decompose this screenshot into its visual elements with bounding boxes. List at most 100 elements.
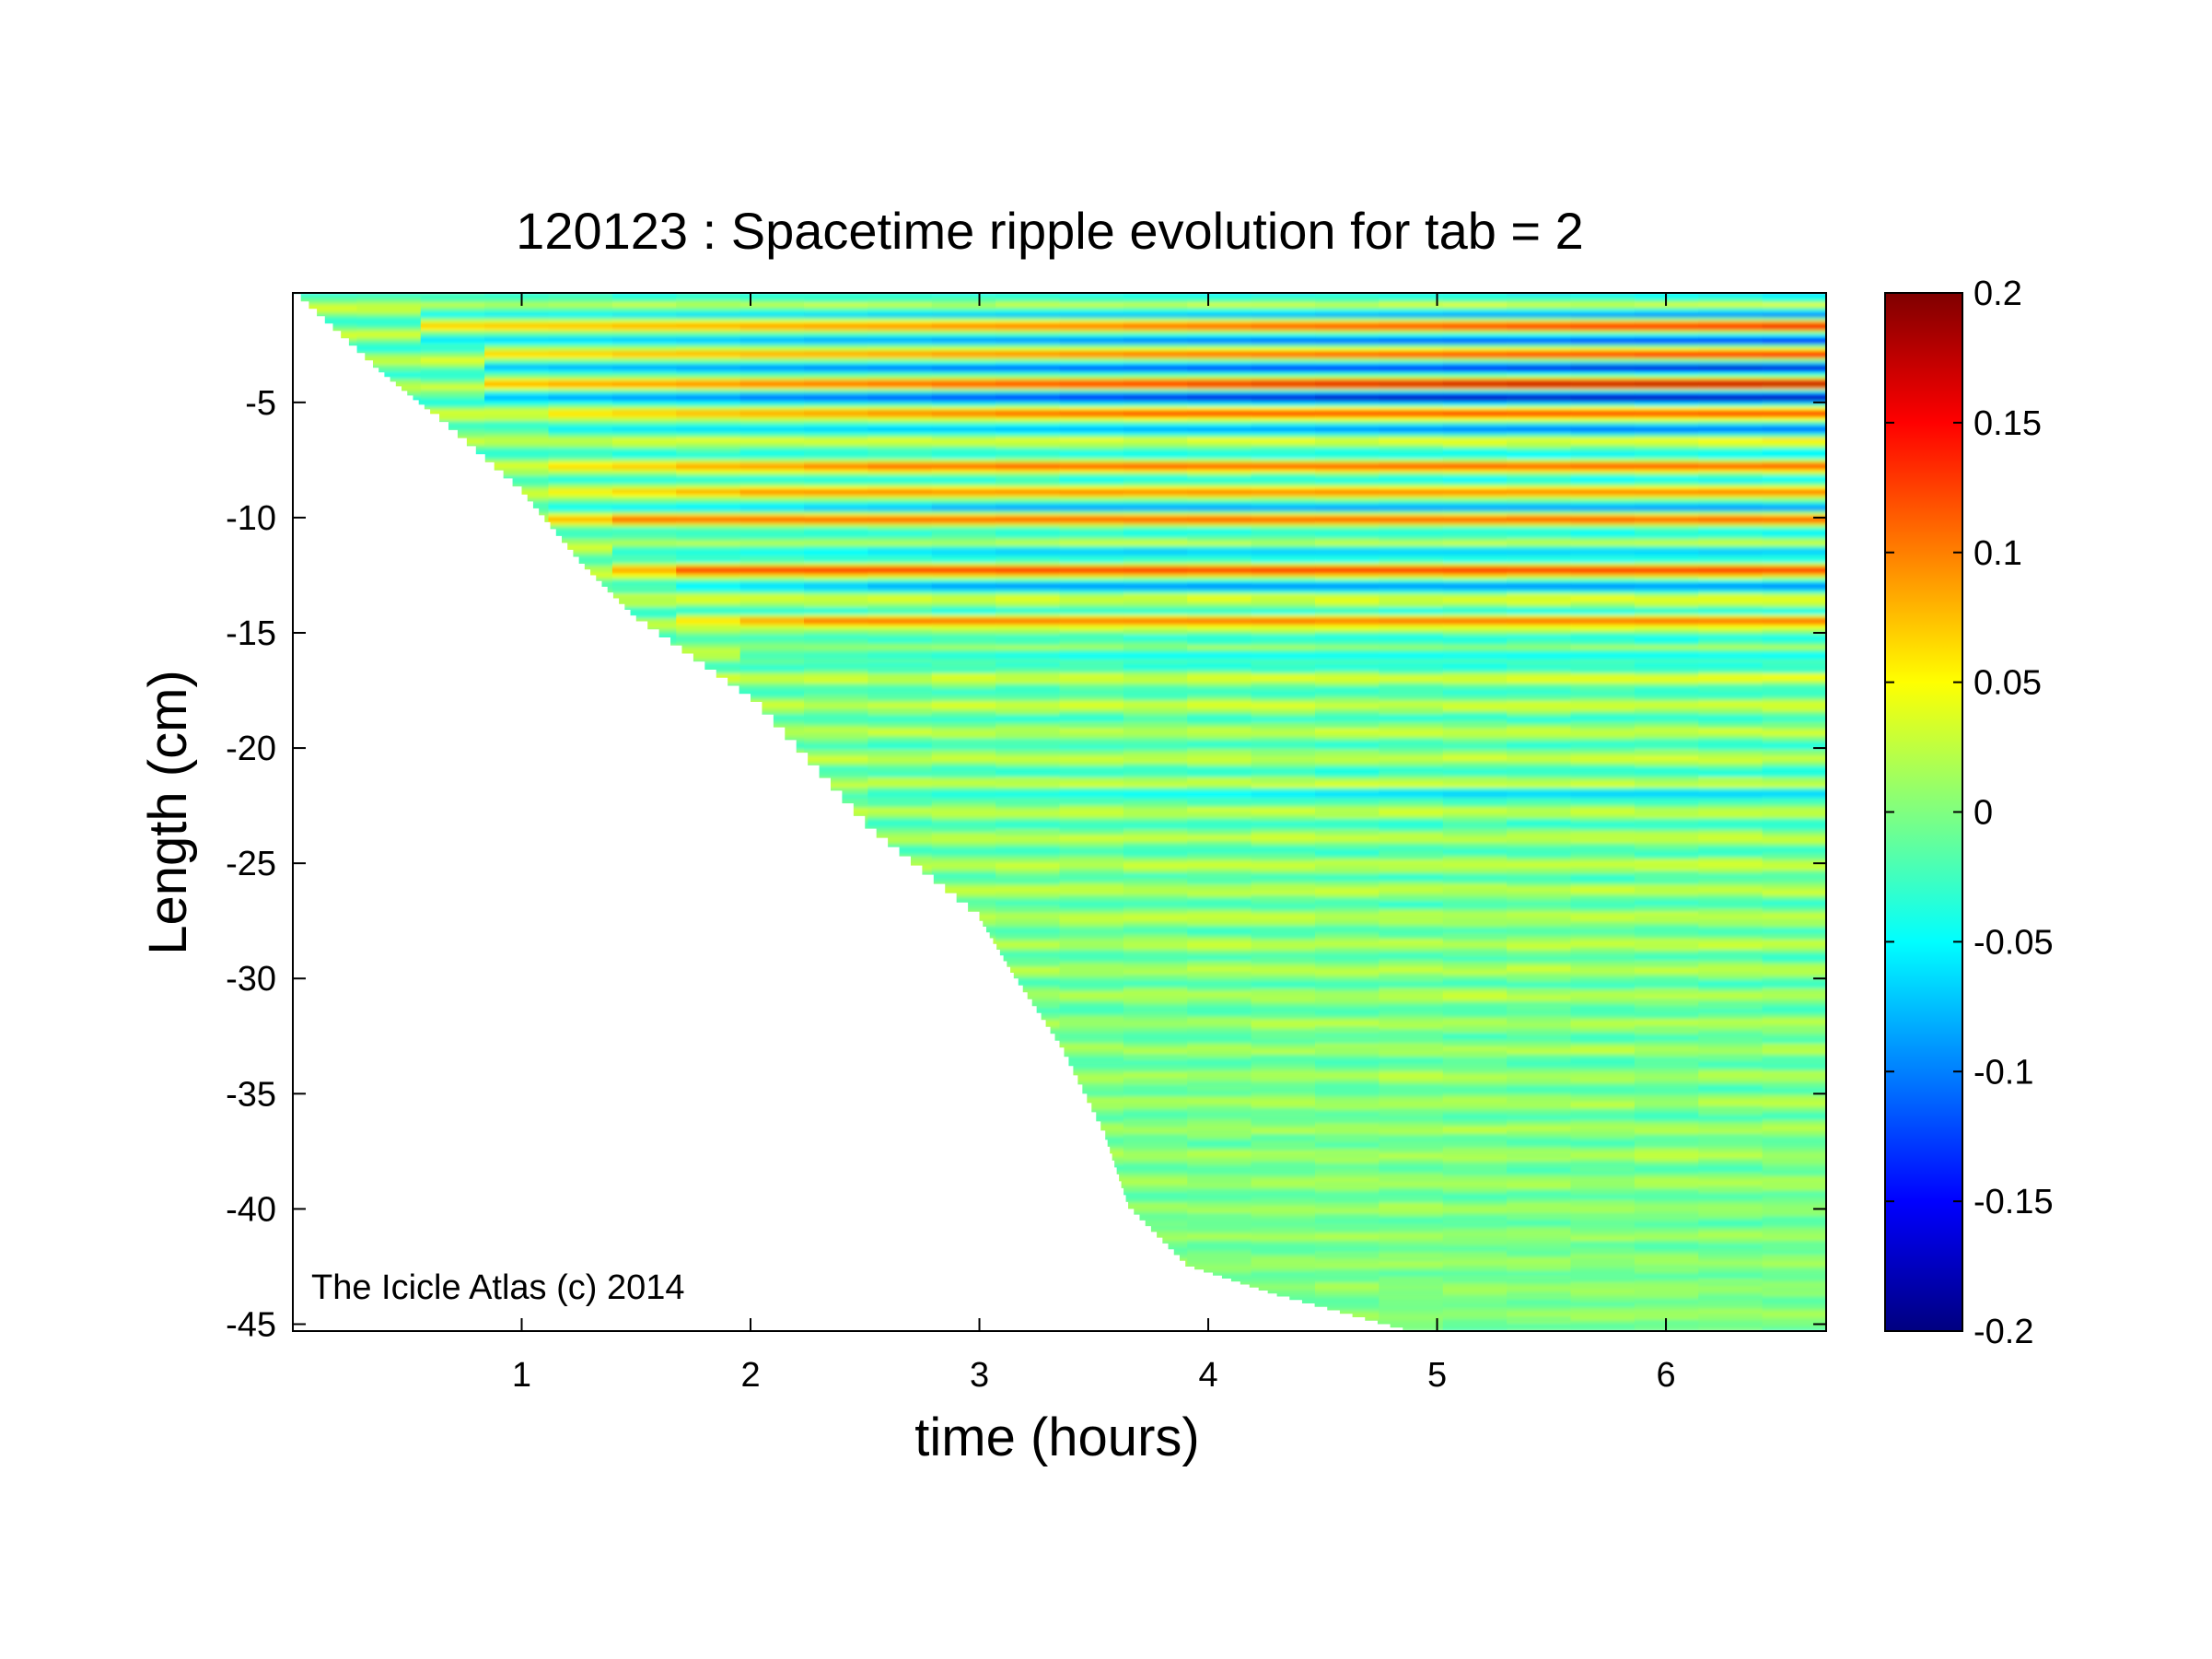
heatmap-cell — [867, 306, 933, 311]
heatmap-cell — [1762, 583, 1826, 588]
heatmap-cell — [1059, 984, 1124, 989]
heatmap-cell — [1634, 714, 1700, 719]
heatmap-cell — [1123, 299, 1189, 304]
heatmap-cell — [1059, 510, 1124, 515]
heatmap-cell — [995, 863, 1061, 869]
heatmap-cell — [1251, 873, 1316, 879]
heatmap-cell — [676, 528, 741, 532]
heatmap-cell — [1762, 942, 1826, 948]
heatmap-cell — [931, 731, 997, 737]
heatmap-cell — [611, 469, 678, 473]
heatmap-cell — [1698, 434, 1764, 439]
heatmap-cell — [1379, 320, 1444, 325]
heatmap-cell — [1570, 458, 1636, 463]
heatmap-cell — [995, 652, 1061, 657]
heatmap-cell — [1698, 873, 1764, 879]
heatmap-cell — [1123, 798, 1189, 802]
heatmap-cell — [995, 822, 1061, 826]
heatmap-cell — [1442, 887, 1508, 893]
heatmap-cell — [1442, 361, 1508, 367]
heatmap-cell — [1507, 299, 1572, 304]
heatmap-cell — [1698, 461, 1764, 467]
heatmap-cell — [804, 416, 869, 422]
heatmap-cell — [356, 327, 422, 332]
heatmap-cell — [548, 365, 613, 370]
heatmap-cell — [420, 337, 486, 342]
heatmap-cell — [1507, 755, 1572, 761]
heatmap-cell — [1570, 389, 1636, 394]
heatmap-cell — [1251, 475, 1316, 481]
heatmap-cell — [1634, 420, 1700, 426]
heatmap-cell — [1251, 441, 1316, 446]
heatmap-cell — [995, 635, 1061, 640]
heatmap-cell — [1379, 365, 1444, 370]
heatmap-cell — [1315, 344, 1380, 349]
heatmap-cell — [995, 333, 1061, 339]
heatmap-cell — [1442, 912, 1508, 917]
heatmap-cell — [1698, 995, 1764, 999]
heatmap-cell — [1570, 420, 1636, 426]
heatmap-cell — [1251, 386, 1316, 391]
heatmap-cell — [1570, 586, 1636, 591]
heatmap-cell — [931, 753, 997, 757]
heatmap-cell — [1059, 333, 1124, 339]
heatmap-cell — [931, 572, 997, 578]
heatmap-cell — [931, 600, 997, 605]
heatmap-cell — [676, 638, 741, 643]
heatmap-cell — [931, 804, 997, 810]
heatmap-cell — [1634, 382, 1700, 387]
heatmap-cell — [1634, 898, 1700, 903]
heatmap-cell — [1187, 638, 1252, 643]
heatmap-cell — [1634, 517, 1700, 522]
heatmap-cell — [1123, 686, 1189, 692]
heatmap-cell — [1507, 859, 1572, 865]
heatmap-cell — [1379, 967, 1444, 972]
heatmap-cell — [1634, 648, 1700, 654]
heatmap-cell — [1762, 403, 1826, 408]
heatmap-cell — [804, 403, 869, 408]
heatmap-cell — [995, 485, 1061, 491]
heatmap-cell — [1187, 800, 1252, 806]
heatmap-cell — [1059, 735, 1124, 741]
heatmap-cell — [1570, 607, 1636, 613]
heatmap-cell — [1698, 818, 1764, 824]
heatmap-cell — [1762, 697, 1826, 702]
heatmap-cell — [804, 357, 869, 363]
heatmap-cell — [867, 579, 933, 584]
heatmap-cell — [1379, 617, 1444, 623]
heatmap-cell — [1059, 400, 1124, 404]
heatmap-cell — [548, 403, 613, 408]
heatmap-cell — [1315, 842, 1380, 847]
heatmap-cell — [1698, 828, 1764, 834]
heatmap-cell — [1442, 299, 1508, 304]
heatmap-cell — [867, 794, 933, 799]
heatmap-cell — [739, 666, 805, 671]
heatmap-cell — [1187, 753, 1252, 757]
heatmap-cell — [1187, 870, 1252, 875]
heatmap-cell — [1442, 828, 1508, 834]
heatmap-cell — [1507, 520, 1572, 526]
heatmap-cell — [1187, 406, 1252, 412]
heatmap-cell — [1762, 461, 1826, 467]
heatmap-cell — [1698, 469, 1764, 473]
heatmap-cell — [1187, 967, 1252, 972]
heatmap-cell — [611, 306, 678, 311]
heatmap-cell — [1762, 379, 1826, 384]
heatmap-cell — [1570, 804, 1636, 810]
heatmap-cell — [1698, 344, 1764, 349]
heatmap-cell — [1315, 552, 1380, 556]
heatmap-cell — [1379, 441, 1444, 446]
heatmap-cell — [1315, 631, 1380, 637]
heatmap-cell — [867, 572, 933, 578]
heatmap-cell — [1251, 808, 1316, 812]
heatmap-cell — [548, 400, 613, 404]
heatmap-cell — [1762, 950, 1826, 954]
heatmap-cell — [1251, 603, 1316, 609]
heatmap-cell — [995, 355, 1061, 359]
heatmap-cell — [1762, 887, 1826, 893]
heatmap-cell — [1251, 497, 1316, 501]
heatmap-cell — [1698, 755, 1764, 761]
heatmap-cell — [356, 337, 422, 342]
heatmap-cell — [1123, 427, 1189, 432]
heatmap-cell — [931, 483, 997, 487]
